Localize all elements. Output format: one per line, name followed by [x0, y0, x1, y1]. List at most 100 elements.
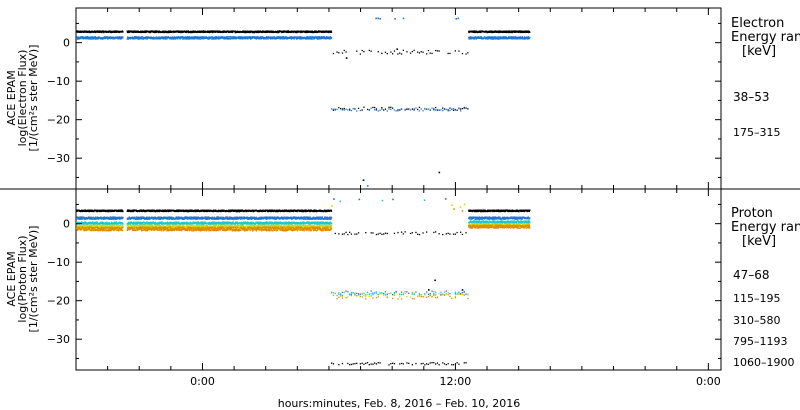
data-point [268, 210, 270, 213]
data-point [209, 37, 212, 39]
data-point [197, 36, 199, 38]
data-point [89, 38, 92, 40]
data-point [129, 218, 132, 220]
data-point [343, 49, 345, 52]
data-point [172, 36, 174, 38]
data-point [187, 38, 189, 40]
data-point [266, 38, 268, 40]
data-point [107, 38, 109, 40]
data-point [354, 233, 356, 235]
data-point [77, 36, 80, 38]
data-point [354, 363, 356, 365]
data-point [510, 31, 512, 33]
data-point [114, 30, 116, 32]
data-point [386, 232, 388, 235]
data-point [127, 210, 129, 213]
data-point [238, 210, 240, 212]
data-point [422, 110, 424, 112]
data-point [397, 110, 399, 112]
data-point [129, 209, 132, 212]
data-point [107, 217, 109, 220]
data-point [154, 209, 156, 212]
data-point [93, 217, 95, 219]
data-point [518, 210, 520, 213]
data-point [518, 36, 520, 38]
data-point [281, 36, 283, 38]
data-point [140, 218, 142, 220]
data-point [309, 210, 311, 213]
data-point [349, 109, 351, 112]
data-point [103, 36, 106, 38]
data-point [496, 37, 498, 39]
data-point [91, 218, 94, 220]
data-point [350, 109, 353, 112]
data-point [94, 36, 97, 38]
data-point [409, 52, 412, 54]
data-point [324, 209, 326, 211]
data-point [153, 30, 155, 32]
data-point [247, 31, 250, 34]
data-point [411, 364, 413, 366]
data-point [135, 218, 137, 220]
data-point [511, 36, 513, 38]
data-point [487, 36, 489, 38]
data-point [397, 109, 399, 111]
data-point [507, 209, 509, 211]
data-point [224, 38, 226, 40]
data-point [359, 363, 361, 365]
data-point [116, 216, 119, 219]
data-point [282, 31, 284, 33]
data-point [178, 217, 180, 219]
data-point [112, 216, 114, 218]
data-point [277, 30, 279, 32]
data-point [102, 38, 104, 40]
data-point [249, 36, 251, 38]
data-point [289, 37, 291, 40]
data-point [253, 30, 255, 32]
data-point [112, 38, 114, 40]
data-point [107, 31, 110, 33]
data-point [241, 38, 243, 40]
data-point [505, 38, 507, 40]
data-point [334, 108, 336, 110]
data-point [223, 38, 225, 40]
data-point [80, 216, 82, 218]
data-point [113, 37, 115, 39]
data-point [98, 30, 101, 32]
data-point [175, 30, 177, 32]
data-point [126, 38, 129, 40]
data-point [377, 233, 379, 235]
data-point [91, 36, 93, 39]
data-point [83, 218, 85, 220]
data-point [435, 109, 437, 111]
data-point [81, 31, 83, 33]
data-point [122, 31, 124, 33]
data-point [496, 210, 498, 212]
data-point [91, 218, 93, 220]
data-point [491, 38, 493, 40]
data-point [82, 36, 84, 38]
data-point [111, 217, 114, 219]
data-point [217, 36, 220, 38]
data-point [424, 107, 426, 110]
data-point [495, 36, 497, 38]
data-point [212, 210, 215, 213]
data-point [96, 30, 99, 32]
proton-panel-frame [75, 188, 722, 371]
data-point [404, 108, 406, 111]
data-point [230, 36, 232, 38]
data-point [186, 36, 188, 38]
data-point [523, 38, 525, 40]
data-point [232, 37, 234, 39]
data-point [114, 216, 116, 218]
data-point [165, 210, 168, 213]
data-point [122, 210, 124, 213]
data-point [497, 209, 500, 211]
data-point [319, 37, 321, 39]
data-point [238, 210, 240, 213]
data-point [237, 210, 239, 213]
data-point [501, 37, 503, 40]
data-point [317, 36, 319, 38]
data-point [499, 38, 501, 40]
data-point [271, 31, 274, 33]
